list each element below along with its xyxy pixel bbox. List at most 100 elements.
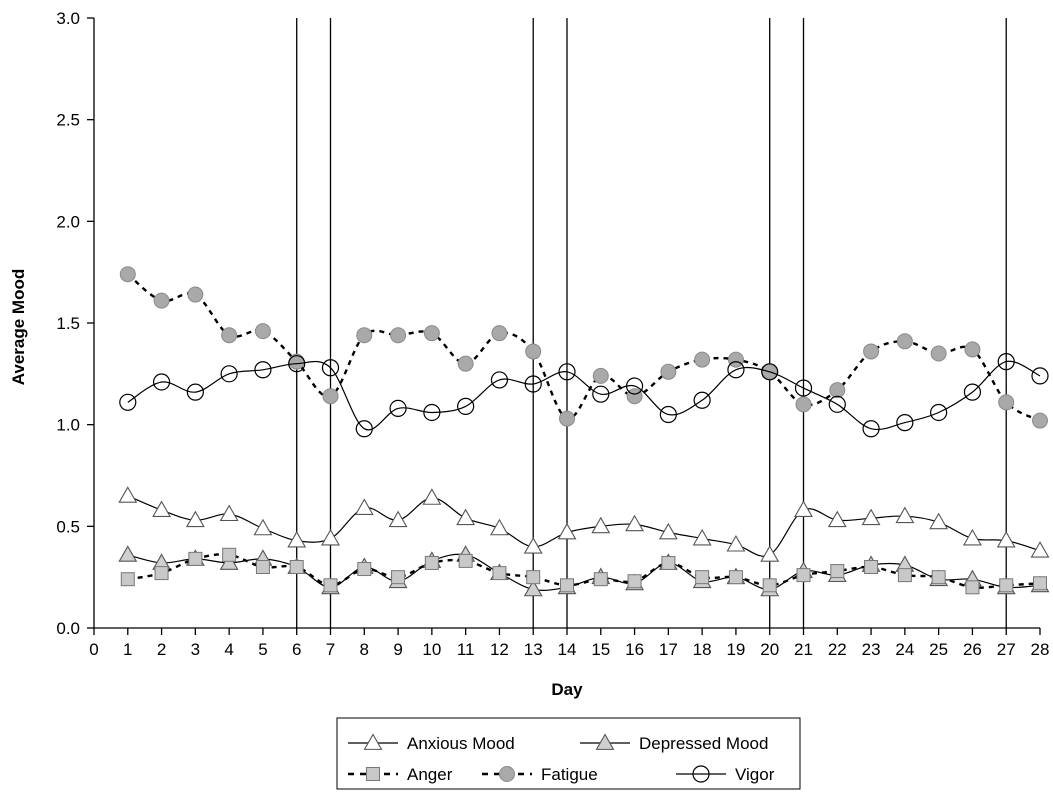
legend-label: Depressed Mood <box>639 734 768 753</box>
data-point <box>322 388 339 405</box>
data-point <box>965 580 980 595</box>
data-point <box>726 535 746 552</box>
data-point <box>693 391 711 409</box>
legend-marker <box>595 733 615 750</box>
data-point <box>288 355 306 373</box>
data-point <box>998 394 1015 411</box>
legend-label: Vigor <box>735 765 775 784</box>
axes: 0.00.51.01.52.02.53.00 1 2 3 4 5 6 7 8 9 10 11 12 13 1… <box>56 9 1049 659</box>
data-point <box>896 414 914 432</box>
data-point <box>728 570 743 585</box>
legend-item-depressed-mood: Depressed Mood <box>580 733 768 753</box>
legend-marker <box>363 733 383 750</box>
data-point <box>727 361 745 379</box>
x-tick-label: 11 <box>457 640 475 659</box>
x-tick-label: 5 <box>258 640 267 659</box>
data-point <box>219 504 239 522</box>
legend-item-anxious-mood: Anxious Mood <box>348 733 515 753</box>
data-point <box>289 560 304 574</box>
legend-label: Anger <box>407 765 453 784</box>
data-point <box>863 343 880 360</box>
data-point <box>222 547 237 562</box>
x-tick-label: 19 <box>726 640 745 659</box>
data-point <box>354 498 374 515</box>
data-point <box>152 500 172 517</box>
legend-label: Anxious Mood <box>407 734 515 753</box>
series-line <box>127 360 1041 431</box>
data-point <box>931 570 946 585</box>
data-point <box>661 555 676 570</box>
x-tick-label: 12 <box>490 640 509 659</box>
data-point <box>457 397 475 415</box>
data-point <box>560 578 574 593</box>
data-point <box>964 341 981 358</box>
data-point <box>692 528 712 546</box>
data-point <box>287 530 307 548</box>
x-tick-label: 7 <box>326 640 335 659</box>
data-point <box>221 327 238 344</box>
data-point <box>830 564 845 579</box>
data-point <box>996 530 1016 548</box>
x-tick-label: 21 <box>794 640 813 659</box>
data-point <box>660 363 677 380</box>
data-point <box>727 351 744 368</box>
series-layer <box>118 266 1050 597</box>
data-point <box>356 327 373 344</box>
data-point <box>152 373 171 391</box>
data-point <box>523 537 543 554</box>
data-point <box>458 553 473 568</box>
x-tick-label: 10 <box>422 640 441 659</box>
data-point <box>390 327 407 344</box>
x-tick-label: 8 <box>360 640 369 659</box>
data-point <box>593 572 608 587</box>
legend-item-fatigue: Fatigue <box>482 765 598 784</box>
data-point <box>559 410 575 427</box>
data-point <box>219 553 239 570</box>
data-point <box>929 512 949 530</box>
data-point <box>424 555 439 570</box>
data-point <box>118 545 138 562</box>
data-point <box>1031 367 1049 385</box>
data-point <box>1030 541 1050 558</box>
data-point <box>489 518 509 536</box>
data-point <box>253 518 273 536</box>
legend-box <box>336 717 801 790</box>
series-fatigue <box>119 266 1048 429</box>
x-tick-label: 17 <box>659 640 678 659</box>
data-point <box>323 578 338 593</box>
data-point <box>154 566 169 581</box>
data-point <box>625 377 644 395</box>
data-point <box>254 361 272 379</box>
x-tick-label: 20 <box>760 640 779 659</box>
legend-item-vigor: Vigor <box>676 765 775 784</box>
data-point <box>694 351 711 368</box>
data-point <box>592 385 610 403</box>
x-tick-label: 24 <box>895 640 914 659</box>
x-tick-label: 18 <box>693 640 712 659</box>
data-point <box>524 375 542 393</box>
x-tick-label: 16 <box>625 640 644 659</box>
data-point <box>526 570 541 585</box>
x-tick-label: 2 <box>157 640 166 659</box>
legend-item-anger: Anger <box>348 765 453 784</box>
data-point <box>897 568 912 583</box>
series-anxious-mood <box>118 486 1050 562</box>
data-point <box>930 345 947 362</box>
data-point <box>861 508 881 526</box>
data-point <box>254 323 271 340</box>
data-point <box>999 578 1014 593</box>
data-point <box>658 522 678 540</box>
y-tick-label: 2.5 <box>56 111 80 130</box>
x-tick-label: 28 <box>1031 640 1050 659</box>
data-point <box>828 395 846 413</box>
data-point <box>255 560 270 574</box>
data-point <box>391 570 406 585</box>
data-point <box>862 420 880 438</box>
data-point <box>558 363 576 381</box>
data-point <box>389 399 407 417</box>
data-point <box>626 388 643 405</box>
y-tick-label: 1.0 <box>56 416 80 435</box>
data-point <box>523 579 543 597</box>
data-point <box>120 572 135 587</box>
data-point <box>185 510 205 528</box>
